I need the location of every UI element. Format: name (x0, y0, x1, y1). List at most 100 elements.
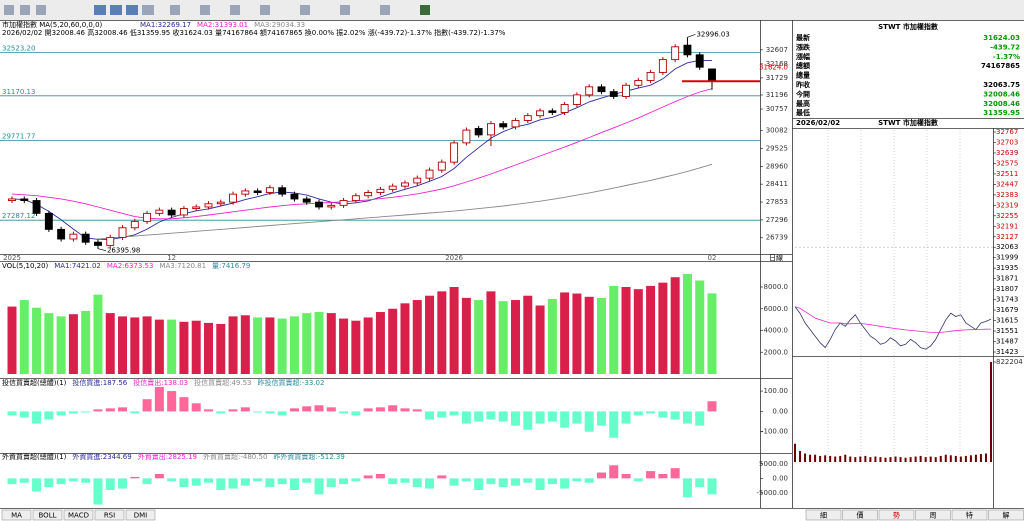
tab-label[interactable]: BOLL (39, 512, 57, 520)
bar (240, 315, 250, 374)
tab[interactable] (878, 509, 915, 521)
tool-icon[interactable] (94, 5, 106, 15)
candle-body (44, 212, 53, 230)
volume-bar (889, 457, 892, 462)
tab-label[interactable]: DMI (134, 512, 148, 520)
bar (314, 478, 324, 495)
bar (609, 465, 619, 479)
bar (142, 316, 152, 374)
bar (289, 478, 299, 490)
bar (375, 474, 385, 479)
candle-body (597, 86, 606, 93)
tool-icon[interactable] (420, 5, 430, 15)
tab[interactable] (1, 509, 32, 521)
quote-label: 昨收 (796, 80, 811, 89)
y-tick-label: 0.00 (772, 407, 788, 415)
tab-label[interactable]: 周 (930, 512, 937, 520)
volume-bar (959, 456, 962, 462)
candle-body (376, 188, 385, 193)
line-series (11, 59, 713, 241)
tool-icon[interactable] (142, 5, 154, 15)
bar (498, 301, 508, 374)
y-tick-label: 32255 (996, 212, 1018, 220)
bar (658, 282, 668, 374)
tool-icon[interactable] (126, 5, 138, 15)
tool-icon[interactable] (170, 5, 180, 15)
y-tick-label: 32168 (766, 60, 788, 68)
tab-label[interactable]: 勢 (893, 511, 900, 520)
bar (682, 478, 692, 498)
y-tick-label: 32447 (996, 180, 1018, 188)
bar (535, 478, 545, 490)
candle-body (351, 195, 360, 202)
tool-icon[interactable] (380, 5, 390, 15)
y-tick-label: 31935 (996, 264, 1018, 272)
candle-body (179, 208, 188, 216)
bar (388, 478, 398, 485)
bar (154, 319, 164, 374)
tab[interactable] (915, 509, 951, 521)
candle-body (462, 129, 471, 144)
tab-label[interactable]: 特 (966, 511, 973, 520)
tab-label[interactable]: 解 (1003, 511, 1010, 520)
bar (240, 407, 250, 412)
tab[interactable] (842, 509, 878, 521)
tab-label[interactable]: RSI (104, 512, 115, 520)
tab-label[interactable]: 細 (820, 511, 827, 520)
last-price-label: 31624.0 (759, 63, 788, 71)
tool-icon[interactable] (110, 5, 122, 15)
tab[interactable] (951, 509, 988, 521)
tool-icon[interactable] (200, 5, 210, 15)
bar (400, 478, 410, 483)
y-tick-label: 27296 (766, 216, 789, 224)
bar (584, 411, 594, 432)
y-tick-label: 31615 (996, 317, 1018, 325)
candle-body (572, 94, 581, 105)
candle-body (511, 120, 520, 128)
bar (228, 409, 238, 412)
tool-icon[interactable] (300, 5, 310, 15)
quote-value: -439.72 (990, 43, 1020, 51)
volume-bar (944, 454, 947, 462)
tool-icon[interactable] (260, 5, 270, 15)
tab-label[interactable]: 價 (857, 511, 864, 520)
bar (412, 478, 422, 488)
candle-body (265, 187, 274, 193)
y-tick-label: 31807 (996, 285, 1018, 293)
tab-label[interactable]: MACD (68, 512, 89, 520)
tab-label[interactable]: MA (11, 512, 22, 520)
bar (461, 297, 471, 374)
tab[interactable] (63, 509, 94, 521)
tab[interactable] (32, 509, 63, 521)
bar (584, 478, 594, 483)
bar (621, 411, 631, 424)
tool-icon[interactable] (230, 5, 240, 15)
bar (633, 411, 643, 416)
tool-icon[interactable] (36, 5, 46, 15)
tab[interactable] (94, 509, 125, 521)
bar (511, 300, 521, 374)
tool-icon[interactable] (340, 5, 350, 15)
tab[interactable] (125, 509, 156, 521)
tool-icon[interactable] (20, 5, 30, 15)
bar (646, 411, 656, 414)
candle-body (315, 201, 323, 208)
bar (265, 317, 275, 374)
tool-icon[interactable] (4, 5, 14, 15)
panel-title: VOL(5,10,20) (2, 262, 49, 270)
bar (523, 295, 533, 374)
tab[interactable] (805, 509, 842, 521)
bar (363, 317, 373, 374)
bar (277, 411, 287, 416)
candle-body (437, 161, 446, 171)
bar (240, 478, 250, 486)
bar (547, 411, 557, 422)
bar (228, 478, 238, 489)
bar (486, 291, 496, 374)
bar (388, 308, 398, 374)
bar (289, 408, 299, 412)
bar (118, 316, 128, 374)
bar (707, 293, 717, 374)
y-tick-label: 32575 (996, 159, 1018, 167)
bar (68, 314, 78, 374)
